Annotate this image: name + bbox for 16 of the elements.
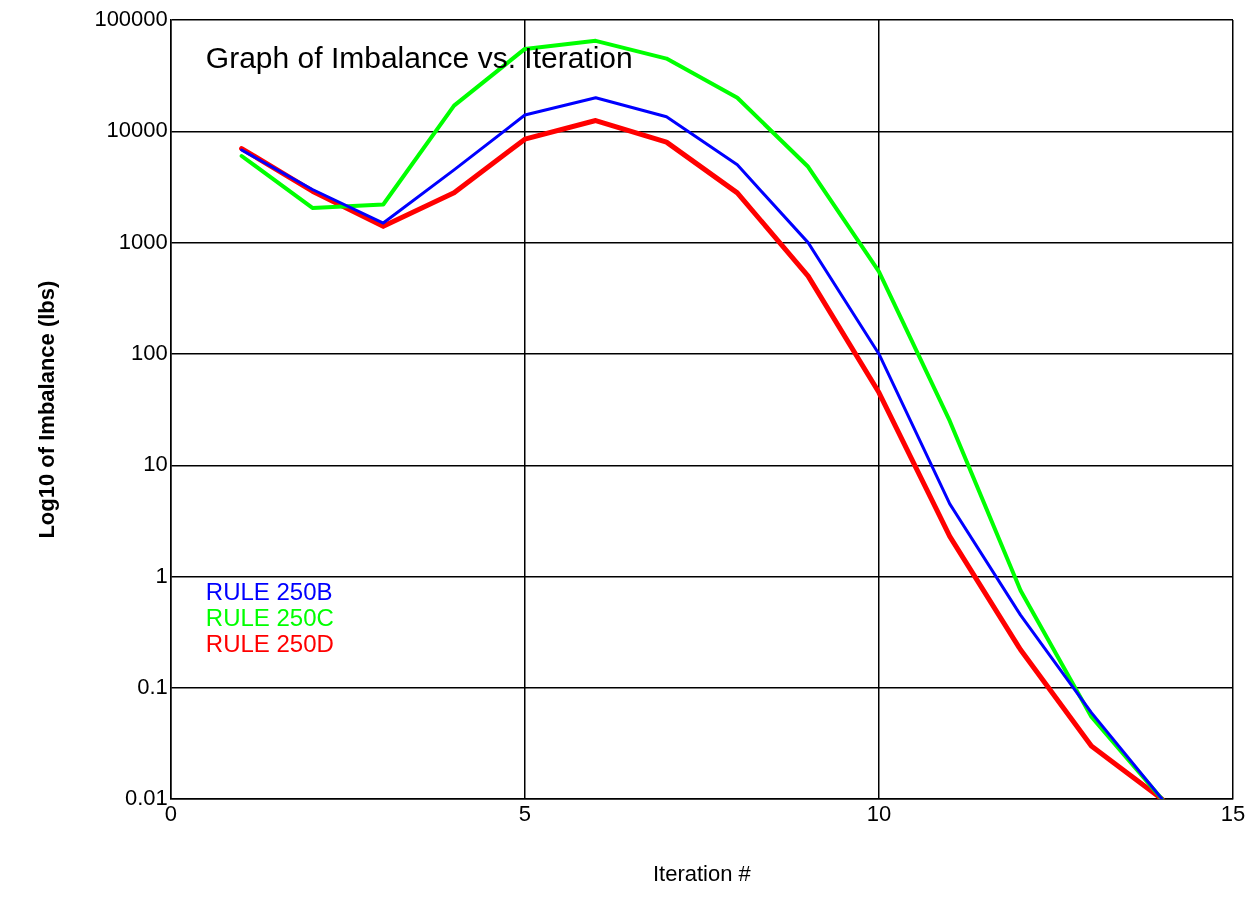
x-tick-label: 10 [866,801,892,827]
y-tick-label: 100000 [94,6,168,32]
x-tick-label: 15 [1220,801,1246,827]
text: RULE 250C [205,603,334,631]
text: RULE 250B [205,577,333,605]
text: RULE 250D [205,629,334,657]
y-tick-label: 10000 [106,117,168,143]
y-tick-label: 1000 [118,228,168,254]
x-axis-title: Iteration # [652,860,752,886]
y-tick-label: 100 [131,340,168,366]
y-tick-label: 1 [155,562,168,588]
y-axis-title: Log10 of Imbalance (lbs) [34,280,60,539]
text: Graph of Imbalance vs. Iteration [205,41,633,75]
y-tick-label: 10 [143,451,168,477]
x-tick-label: 5 [518,801,531,827]
y-tick-label: 0.1 [137,673,168,699]
